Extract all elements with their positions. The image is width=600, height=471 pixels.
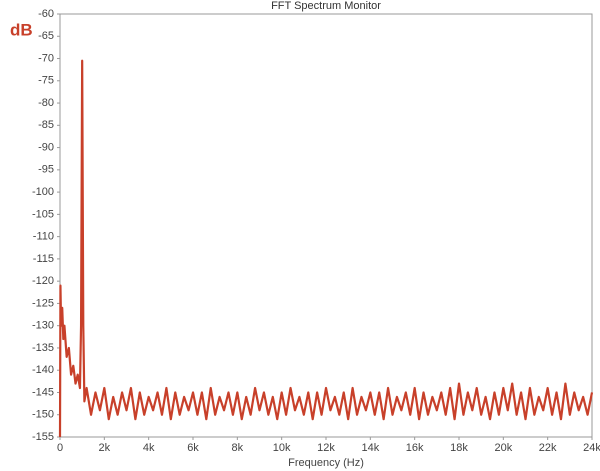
y-axis-label: dB: [10, 20, 33, 39]
y-tick-label: -105: [32, 208, 54, 220]
y-tick-label: -110: [33, 231, 54, 243]
y-tick-label: -115: [33, 253, 54, 265]
plot-frame: [59, 13, 593, 438]
y-tick-label: -80: [38, 97, 54, 109]
x-tick-label: 22k: [539, 442, 557, 454]
x-tick-label: 14k: [361, 442, 379, 454]
y-tick-label: -140: [32, 364, 54, 376]
x-tick-label: 24k: [583, 442, 600, 454]
y-tick-label: -120: [32, 275, 54, 287]
y-tick-label: -150: [32, 409, 54, 421]
x-tick-label: 10k: [273, 442, 291, 454]
x-tick-label: 6k: [187, 442, 199, 454]
y-tick-label: -90: [38, 141, 54, 153]
spectrum-line: [58, 59, 594, 438]
x-tick-label: 12k: [317, 442, 335, 454]
y-tick-label: -70: [38, 52, 54, 64]
y-tick-label: -135: [32, 342, 54, 354]
y-tick-label: -155: [32, 431, 54, 443]
y-tick-label: -65: [38, 30, 54, 42]
x-tick-label: 8k: [232, 442, 244, 454]
chart-title: FFT Spectrum Monitor: [271, 0, 381, 12]
x-tick-label: 0: [57, 442, 63, 454]
y-tick-label: -85: [38, 119, 54, 131]
x-tick-label: 16k: [406, 442, 424, 454]
y-tick-label: -125: [32, 297, 54, 309]
x-tick-label: 4k: [143, 442, 155, 454]
y-tick-label: -100: [32, 186, 54, 198]
x-tick-label: 18k: [450, 442, 468, 454]
x-tick-label: 20k: [494, 442, 512, 454]
x-tick-label: 2k: [99, 442, 111, 454]
x-axis-label: Frequency (Hz): [288, 457, 364, 469]
y-tick-label: -130: [32, 320, 54, 332]
y-tick-label: -75: [38, 75, 54, 87]
y-tick-label: -145: [32, 386, 54, 398]
y-tick-label: -60: [38, 8, 54, 20]
y-tick-label: -95: [38, 164, 54, 176]
